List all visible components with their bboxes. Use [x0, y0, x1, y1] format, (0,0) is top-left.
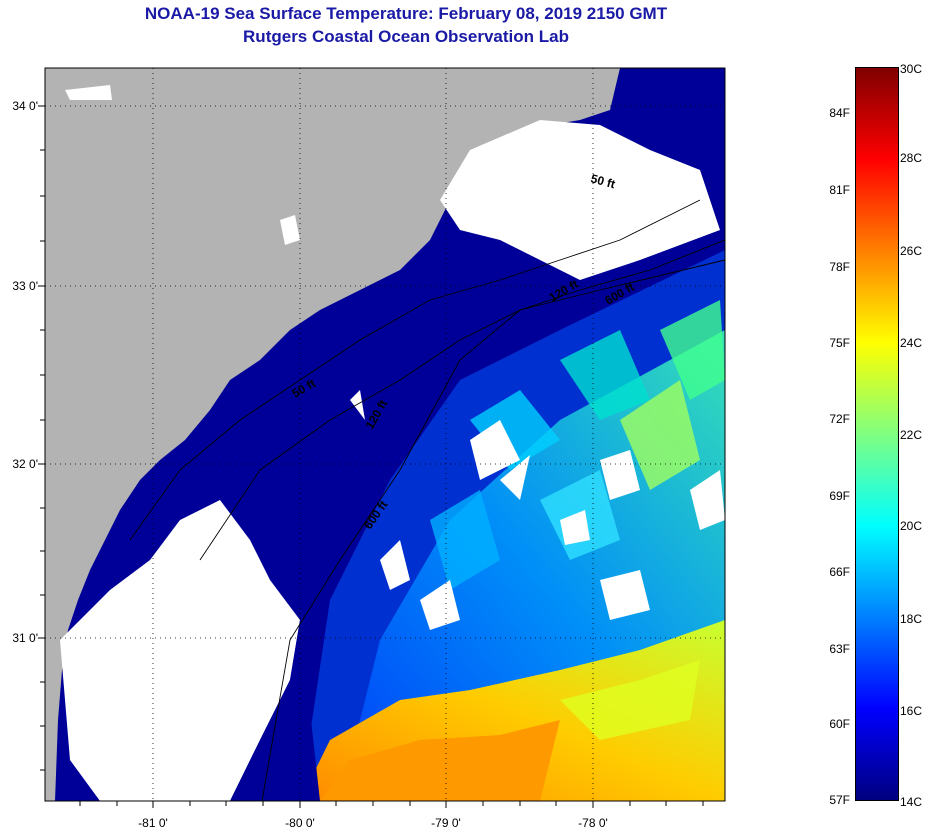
contour-label-50ft-north: 50 ft: [589, 171, 616, 191]
map-subtitle: Rutgers Coastal Ocean Observation Lab: [243, 27, 569, 46]
colorbar-c-label: 22C: [900, 428, 923, 442]
colorbar-f-label: 72F: [829, 412, 850, 426]
colorbar-f-label: 81F: [829, 183, 850, 197]
colorbar-f-label: 66F: [829, 565, 850, 579]
colorbar-c-label: 30C: [900, 62, 923, 76]
temperature-colorbar: [855, 67, 899, 801]
warm-core: [320, 720, 560, 801]
map-title: NOAA-19 Sea Surface Temperature: Februar…: [144, 4, 668, 23]
colorbar-f-label: 75F: [829, 336, 850, 350]
colorbar-f-label: 78F: [829, 260, 850, 274]
lat-label: 31 0': [12, 631, 38, 645]
colorbar-f-label: 84F: [829, 106, 850, 120]
colorbar-c-label: 20C: [900, 519, 923, 533]
sst-streaks: [430, 300, 725, 590]
lon-label: -79 0': [431, 816, 461, 830]
colorbar-f-label: 63F: [829, 642, 850, 656]
colorbar-f-label: 60F: [829, 717, 850, 731]
colorbar-c-label: 28C: [900, 151, 923, 165]
colorbar-c-label: 14C: [900, 795, 923, 809]
cloud-cover: [60, 85, 725, 801]
lon-label: -80 0': [285, 816, 315, 830]
land-mass: [45, 68, 620, 801]
colorbar-f-label: 69F: [829, 489, 850, 503]
lon-label: -81 0': [138, 816, 168, 830]
lat-label: 32 0': [12, 457, 38, 471]
map-field: [45, 68, 725, 801]
axis-ticks: [38, 105, 704, 808]
isobaths: [129, 199, 725, 801]
lat-label: 33 0': [12, 279, 38, 293]
map-frame: [44, 67, 726, 802]
graticule: [45, 68, 725, 801]
colorbar-c-label: 24C: [900, 336, 923, 350]
colorbar-f-label: 57F: [829, 793, 850, 807]
lon-label: -78 0': [578, 816, 608, 830]
colorbar-c-label: 18C: [900, 612, 923, 626]
colorbar-c-label: 16C: [900, 704, 923, 718]
colorbar-c-label: 26C: [900, 244, 923, 258]
lat-label: 34 0': [12, 99, 38, 113]
